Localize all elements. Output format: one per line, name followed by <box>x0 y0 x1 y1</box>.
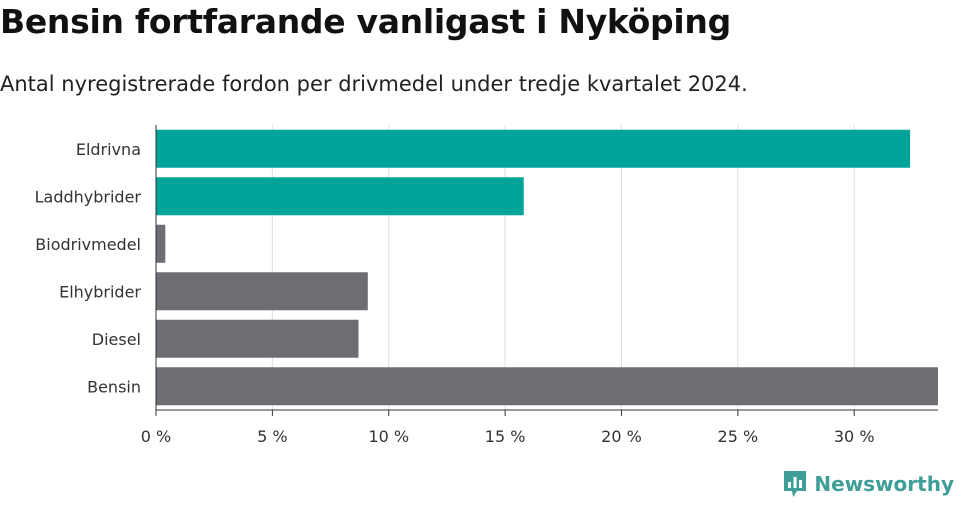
bar <box>156 319 359 358</box>
category-label: Laddhybrider <box>35 187 142 206</box>
chart-subtitle: Antal nyregistrerade fordon per drivmede… <box>0 72 748 96</box>
x-tick-label: 20 % <box>601 427 642 446</box>
category-label: Eldrivna <box>76 140 141 159</box>
category-label: Biodrivmedel <box>35 235 141 254</box>
bar <box>156 129 911 168</box>
chart-title: Bensin fortfarande vanligast i Nyköping <box>0 2 731 41</box>
x-tick-label: 15 % <box>485 427 526 446</box>
category-label: Elhybrider <box>59 282 141 301</box>
x-tick-label: 10 % <box>368 427 409 446</box>
category-label: Diesel <box>92 330 141 349</box>
bar <box>156 367 938 406</box>
x-tick-label: 25 % <box>718 427 759 446</box>
bar <box>156 272 368 311</box>
x-tick-label: 5 % <box>257 427 287 446</box>
x-tick-label: 0 % <box>141 427 171 446</box>
bar <box>156 177 524 216</box>
newsworthy-logo-icon <box>784 471 807 497</box>
brand-logo: Newsworthy <box>782 469 954 499</box>
category-label: Bensin <box>87 377 141 396</box>
bar <box>156 224 166 263</box>
x-tick-label: 30 % <box>834 427 875 446</box>
brand-name: Newsworthy <box>814 472 954 496</box>
